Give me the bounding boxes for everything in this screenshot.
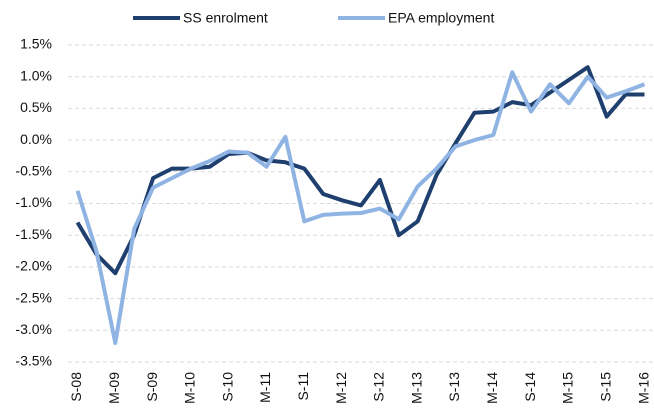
x-tick-label: M-12 [333,372,349,404]
x-tick-label: S-09 [144,372,160,402]
y-tick-label: -1.0% [15,194,52,210]
y-tick-label: -3.5% [15,353,52,369]
x-tick-label: S-15 [597,372,613,402]
x-tick-label: S-08 [68,372,84,402]
legend-label: EPA employment [388,10,494,26]
line-series [75,70,646,345]
y-tick-label: 1.0% [20,67,52,83]
x-tick-label: S-14 [522,372,538,402]
y-tick-label: -0.5% [15,163,52,179]
line-series [75,65,645,276]
x-tick-label: M-15 [560,372,576,404]
legend-label: SS enrolment [183,10,268,26]
x-tick-label: M-11 [257,372,273,403]
y-tick-label: 1.5% [20,36,52,52]
x-tick-label: M-16 [635,372,651,404]
x-tick-label: S-12 [371,372,387,402]
y-tick-label: -3.0% [15,321,52,337]
x-tick-label: M-09 [106,372,122,404]
y-tick-label: -1.5% [15,226,52,242]
x-tick-label: M-13 [408,372,424,404]
y-tick-label: -2.5% [15,289,52,305]
x-tick-label: M-10 [182,372,198,404]
y-tick-label: 0.0% [20,131,52,147]
x-tick-label: S-13 [446,372,462,402]
y-tick-label: 0.5% [20,99,52,115]
x-tick-label: S-10 [219,372,235,402]
x-tick-label: S-11 [295,372,311,401]
x-tick-label: M-14 [484,372,500,404]
y-tick-label: -2.0% [15,258,52,274]
